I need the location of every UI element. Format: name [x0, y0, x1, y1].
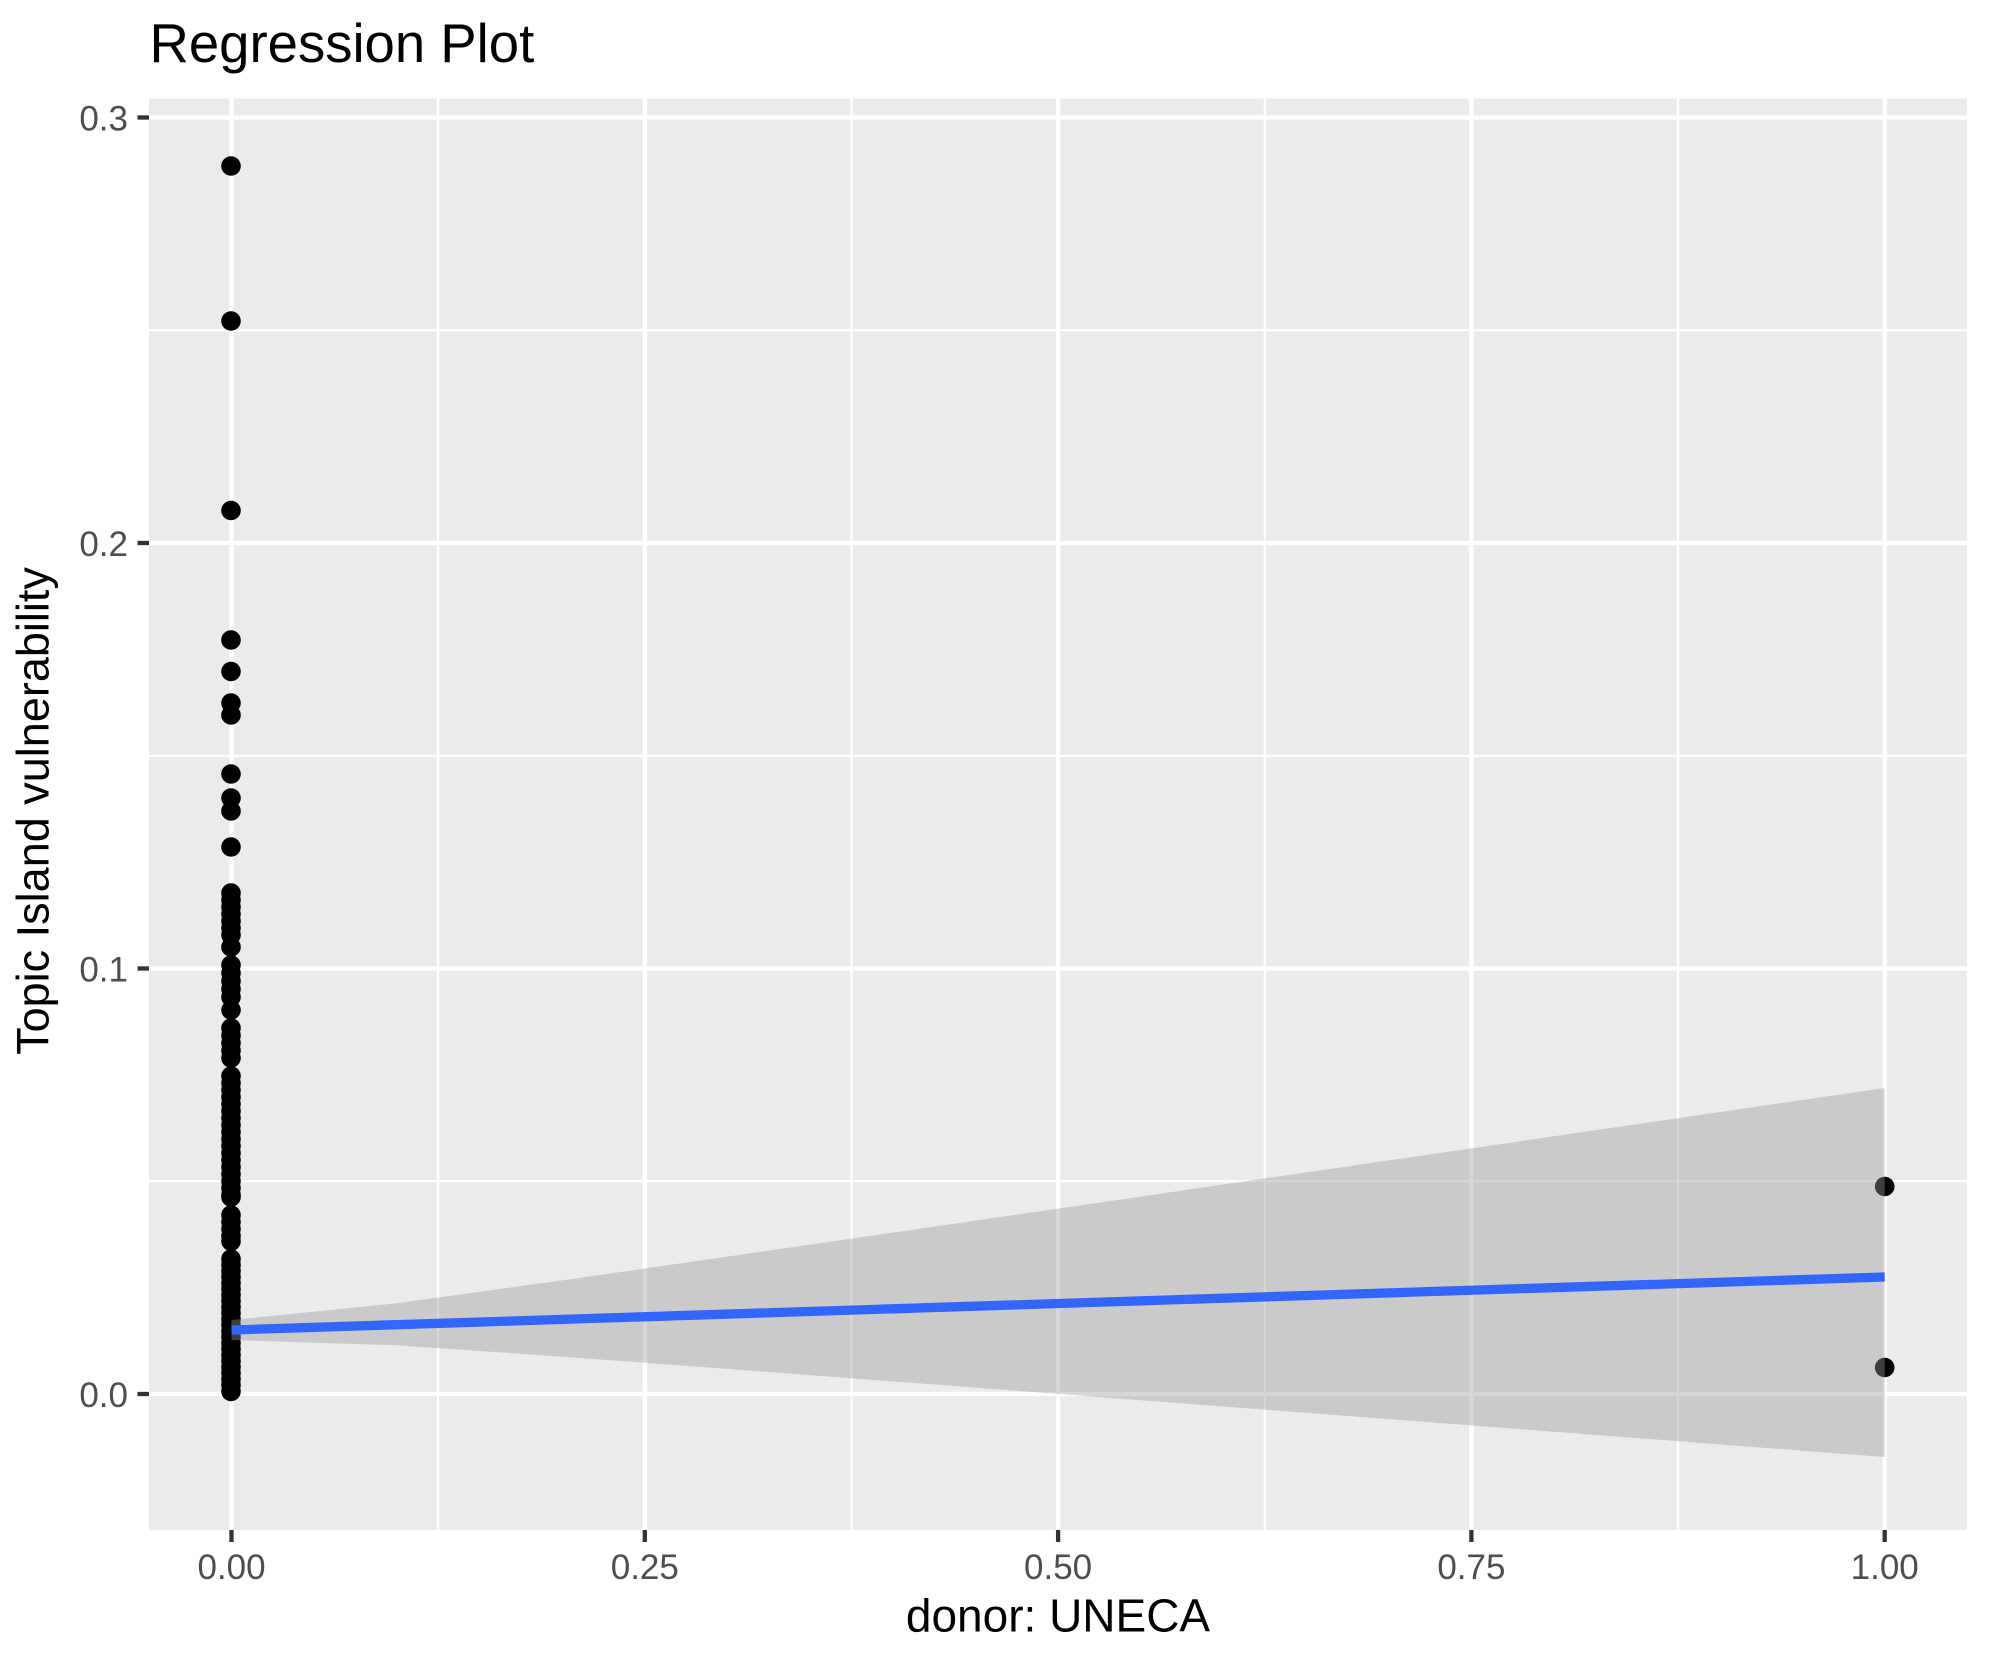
svg-text:Regression Plot: Regression Plot: [150, 13, 535, 74]
svg-text:0.75: 0.75: [1437, 1548, 1505, 1587]
svg-text:0.3: 0.3: [79, 99, 128, 138]
svg-text:1.00: 1.00: [1851, 1548, 1919, 1587]
svg-text:0.2: 0.2: [79, 525, 128, 564]
svg-text:Topic Island vulnerability: Topic Island vulnerability: [8, 567, 59, 1055]
svg-text:donor: UNECA: donor: UNECA: [906, 1590, 1211, 1642]
svg-text:0.50: 0.50: [1024, 1548, 1092, 1587]
svg-text:0.1: 0.1: [79, 950, 128, 989]
svg-text:0.00: 0.00: [197, 1548, 265, 1587]
svg-text:0.0: 0.0: [79, 1376, 128, 1415]
svg-text:0.25: 0.25: [611, 1548, 679, 1587]
